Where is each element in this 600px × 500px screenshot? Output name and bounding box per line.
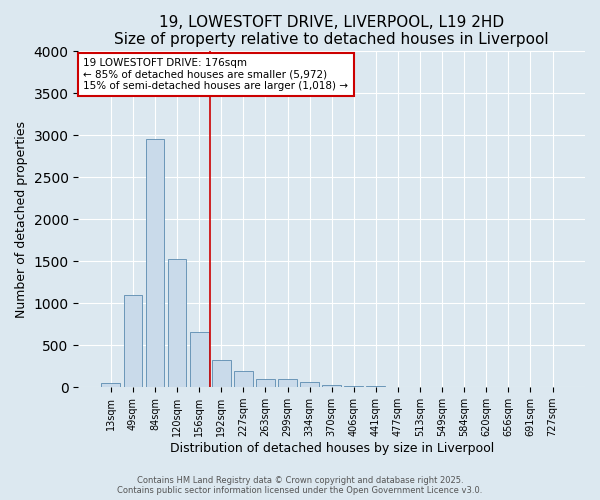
X-axis label: Distribution of detached houses by size in Liverpool: Distribution of detached houses by size …	[170, 442, 494, 455]
Title: 19, LOWESTOFT DRIVE, LIVERPOOL, L19 2HD
Size of property relative to detached ho: 19, LOWESTOFT DRIVE, LIVERPOOL, L19 2HD …	[115, 15, 549, 48]
Bar	[167, 258, 187, 387]
Bar	[278, 379, 297, 387]
Bar	[322, 384, 341, 387]
Bar	[146, 138, 164, 387]
Bar	[367, 386, 385, 387]
Y-axis label: Number of detached properties: Number of detached properties	[15, 121, 28, 318]
Bar	[212, 360, 230, 387]
Text: 19 LOWESTOFT DRIVE: 176sqm
← 85% of detached houses are smaller (5,972)
15% of s: 19 LOWESTOFT DRIVE: 176sqm ← 85% of deta…	[83, 58, 349, 92]
Bar	[190, 332, 209, 387]
Bar	[344, 386, 363, 387]
Bar	[234, 372, 253, 387]
Bar	[124, 295, 142, 387]
Bar	[256, 379, 275, 387]
Bar	[101, 383, 120, 387]
Bar	[300, 382, 319, 387]
Text: Contains HM Land Registry data © Crown copyright and database right 2025.
Contai: Contains HM Land Registry data © Crown c…	[118, 476, 482, 495]
